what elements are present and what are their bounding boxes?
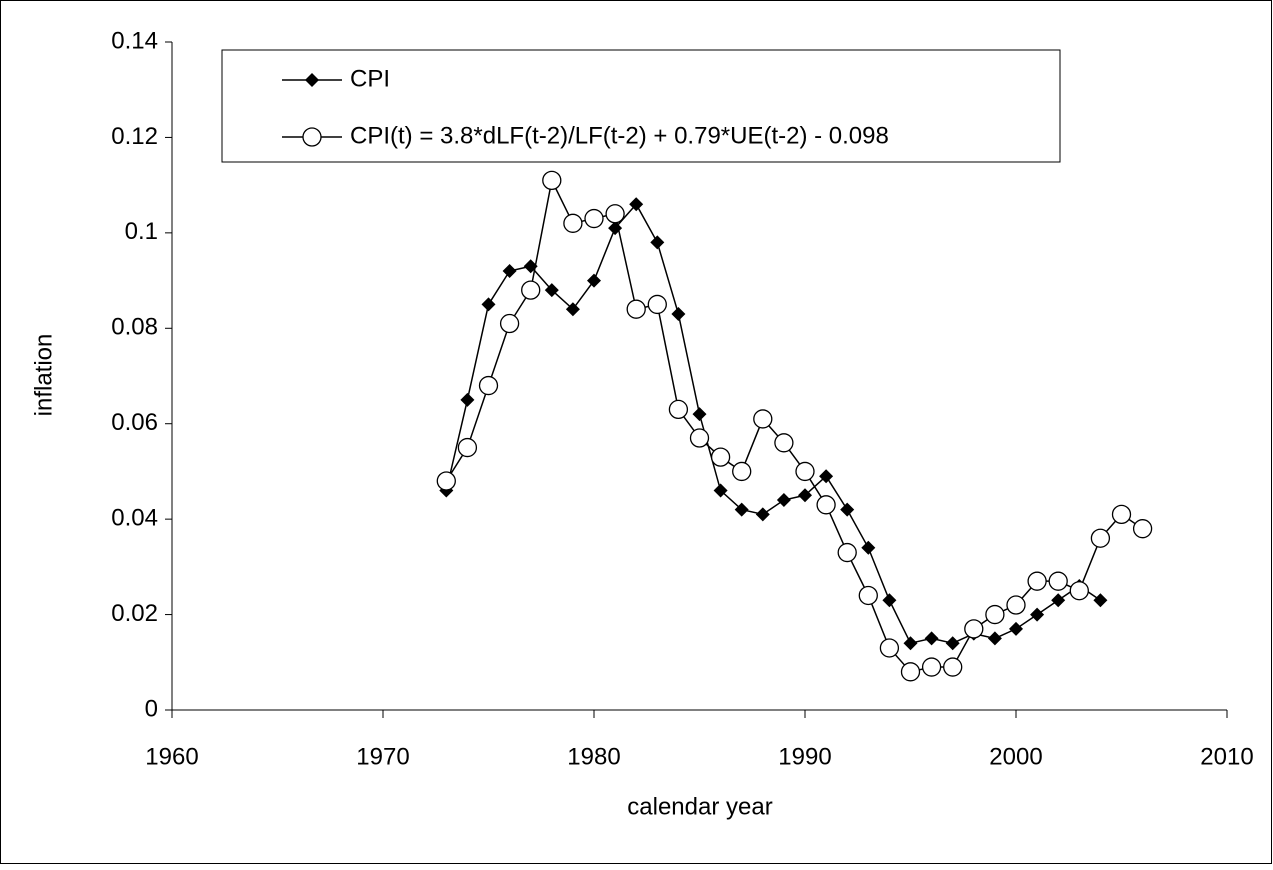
point [964,619,984,639]
point [900,662,921,682]
legend-label: CPI [350,65,390,92]
y-tick-label: 0.1 [125,218,158,245]
y-tick-label: 0.02 [111,600,158,627]
point [481,297,496,312]
point [689,428,710,448]
point [584,208,604,229]
point [753,409,773,429]
point [921,657,942,677]
point [1069,581,1089,601]
x-tick-label: 1970 [356,743,409,770]
series-line [445,178,1144,673]
point [605,204,625,224]
point [879,638,900,658]
x-tick-label: 1960 [145,743,198,770]
point [457,437,478,458]
point [565,302,580,317]
x-tick-label: 2000 [989,743,1042,770]
point [1093,593,1108,608]
point [776,493,791,508]
point [798,488,812,503]
point [499,313,520,334]
legend-box [221,49,1061,163]
point [542,170,562,191]
point [1051,593,1066,608]
point [650,235,665,250]
point [647,294,667,315]
point [945,636,960,651]
point [502,264,517,279]
point [1048,571,1068,591]
point [436,471,456,491]
point [521,280,541,300]
point [987,631,1002,646]
point [713,483,728,498]
point [1027,571,1047,591]
point [587,273,601,288]
x-tick-label: 1990 [778,743,831,770]
point [1090,528,1111,548]
y-tick-label: 0.06 [111,409,158,436]
y-tick-label: 0.04 [111,504,158,531]
point [1006,595,1026,615]
y-tick-label: 0.12 [111,123,158,150]
point [544,283,559,298]
legend-label: CPI(t) = 3.8*dLF(t-2)/LF(t-2) + 0.79*UE(… [350,122,889,149]
y-tick-label: 0.08 [111,314,158,341]
x-tick-label: 1980 [567,743,620,770]
point [861,540,876,555]
legend-marker [302,127,322,147]
point [1111,504,1132,525]
point [668,399,689,420]
y-tick-label: 0.14 [111,27,158,54]
point [858,585,878,606]
point [732,461,752,482]
point [774,433,794,453]
point [478,375,499,396]
point [882,593,897,608]
point [985,604,1005,625]
x-tick-label: 2010 [1200,743,1253,770]
point [734,502,749,517]
point [837,542,857,563]
point [692,407,707,422]
x-axis-title: calendar year [627,793,772,820]
point [563,213,583,233]
point [755,507,770,522]
point [1009,621,1023,636]
point [795,461,815,482]
point [1030,607,1045,622]
point [943,657,963,677]
point [924,631,939,646]
point [671,306,686,321]
point [1132,519,1153,539]
y-axis-title: inflation [30,334,57,417]
point [710,447,731,467]
legend-marker [305,73,319,87]
point [819,469,834,484]
point [840,502,855,517]
point [626,299,646,319]
point [816,495,836,515]
point [629,197,644,212]
y-tick-label: 0 [145,695,158,722]
point [903,636,918,651]
point [460,392,475,407]
